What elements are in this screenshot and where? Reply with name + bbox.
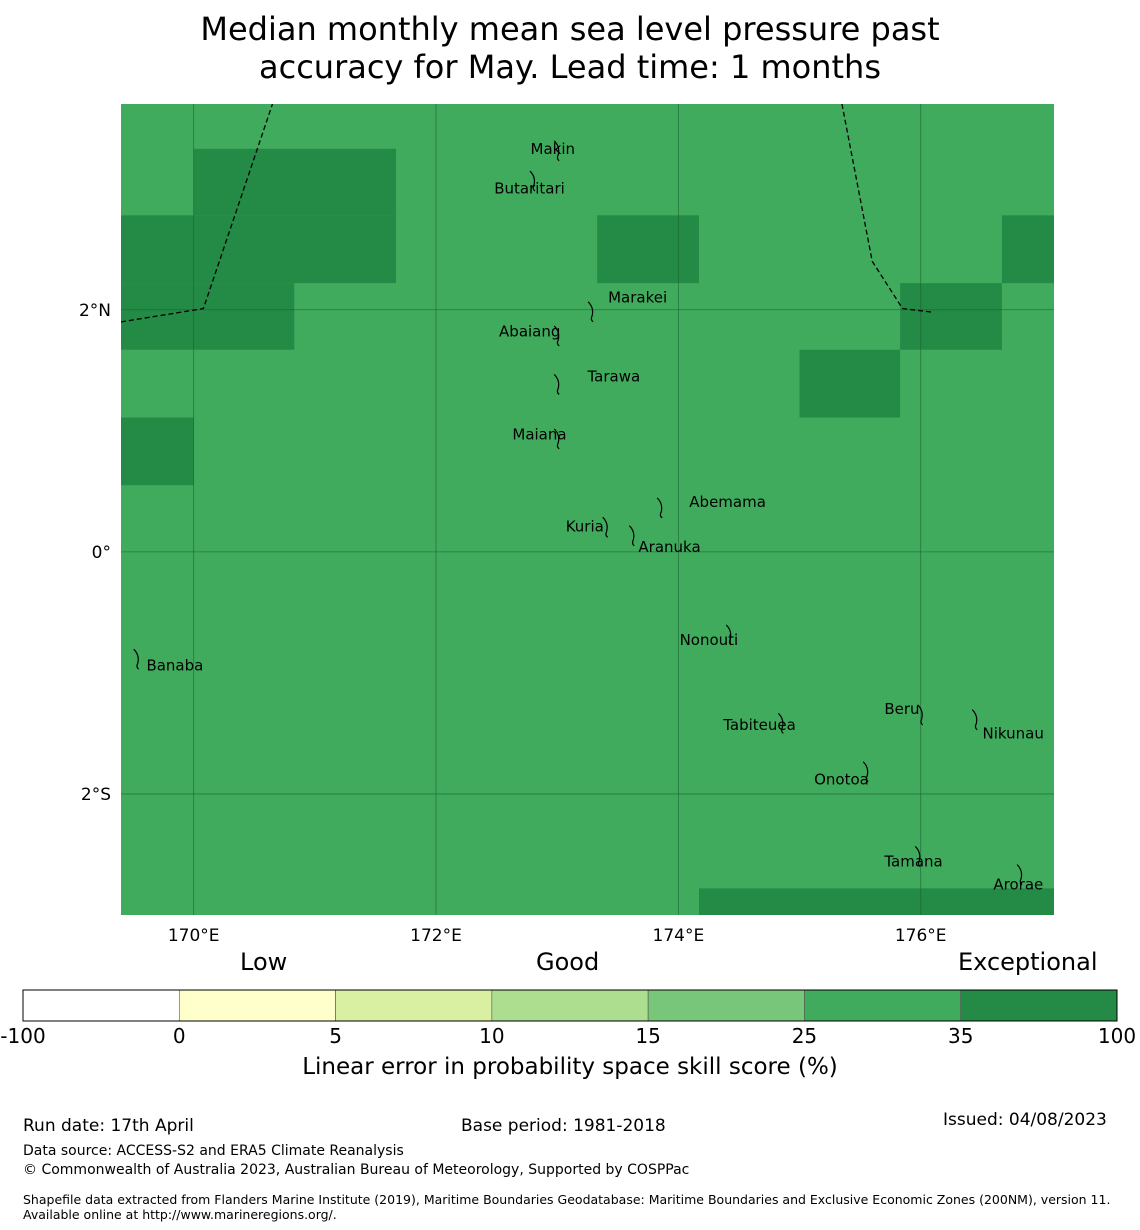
colorbar-segment: [22, 989, 180, 1022]
colorbar-tick-label: 5: [329, 1024, 342, 1048]
colorbar-tick-label: 10: [479, 1024, 505, 1048]
island-outline: [529, 170, 536, 192]
legend-exceptional-label: Exceptional: [958, 948, 1098, 976]
run-date: Run date: 17th April: [23, 1116, 194, 1136]
exceptional-skill-cell: [698, 888, 1054, 915]
colorbar-tick-label: 0: [172, 1024, 186, 1048]
island-label: Abemama: [689, 493, 766, 511]
colorbar-frame: [22, 989, 1118, 1022]
legend-low-label: Low: [240, 948, 288, 976]
base-period: Base period: 1981-2018: [461, 1116, 666, 1136]
title-line-2: accuracy for May. Lead time: 1 months: [258, 48, 881, 86]
island-label: Aranuka: [638, 538, 700, 556]
island-outline: [553, 428, 560, 450]
map-title: Median monthly mean sea level pressure p…: [0, 10, 1140, 86]
island-outline: [553, 140, 560, 162]
legend-good-label: Good: [536, 948, 600, 976]
exceptional-skill-cell: [121, 215, 397, 284]
colorbar-segment: [178, 989, 336, 1022]
exceptional-skill-cell: [597, 215, 699, 284]
colorbar-tick-label: 100: [1097, 1024, 1137, 1048]
island-outline: [553, 325, 560, 347]
exceptional-skill-cell: [193, 148, 397, 216]
exceptional-skill-cell: [1001, 215, 1054, 284]
island-label: Makin: [531, 140, 576, 158]
island-outline: [917, 704, 924, 726]
island-outline: [587, 301, 594, 323]
island-label: Banaba: [146, 657, 203, 675]
island-outline: [1016, 864, 1023, 886]
island-outline: [553, 373, 560, 395]
island-label: Butaritari: [494, 180, 565, 198]
colorbar-segment: [647, 989, 805, 1022]
issued-date: Issued: 04/08/2023: [943, 1110, 1107, 1130]
colorbar-tick-label: 15: [635, 1024, 661, 1048]
colorbar-tick-label: -100: [0, 1024, 46, 1048]
colorbar-segment: [335, 989, 493, 1022]
colorbar-segment: [960, 989, 1118, 1022]
maritime-boundary: [841, 103, 933, 313]
colorbar-segment: [491, 989, 649, 1022]
island-label: Nonouti: [680, 631, 739, 649]
island-outline: [971, 709, 978, 731]
island-outline: [862, 761, 869, 783]
latitude-tick-label: 2°S: [81, 785, 111, 805]
longitude-tick-label: 172°E: [410, 926, 462, 946]
island-outline: [777, 712, 784, 734]
colorbar-label: Linear error in probability space skill …: [302, 1054, 838, 1080]
data-source: Data source: ACCESS-S2 and ERA5 Climate …: [23, 1143, 404, 1159]
exceptional-skill-cell: [121, 417, 194, 486]
island-label: Tarawa: [587, 367, 641, 385]
maritime-boundary: [120, 103, 274, 323]
colorbar-tick-label: 35: [947, 1024, 974, 1048]
island-outline: [133, 648, 140, 670]
title-line-1: Median monthly mean sea level pressure p…: [200, 10, 940, 48]
island-outline: [602, 516, 609, 538]
longitude-tick-label: 174°E: [653, 926, 705, 946]
island-outline: [914, 846, 921, 867]
island-outline: [656, 497, 663, 519]
shapefile-credit: Shapefile data extracted from Flanders M…: [23, 1192, 1111, 1222]
island-label: Beru: [884, 700, 919, 718]
island-label: Arorae: [993, 876, 1043, 894]
longitude-tick-label: 176°E: [895, 926, 947, 946]
island-label: Onotoa: [814, 770, 869, 788]
island-outline: [725, 624, 732, 646]
island-label: Maiana: [512, 425, 566, 443]
longitude-tick-label: 170°E: [168, 926, 220, 946]
island-label: Tabiteuea: [722, 716, 796, 734]
colorbar-tick-label: 25: [791, 1024, 818, 1048]
copyright: © Commonwealth of Australia 2023, Austra…: [23, 1162, 690, 1178]
island-label: Nikunau: [983, 724, 1044, 742]
exceptional-skill-cell: [900, 283, 1002, 350]
exceptional-skill-cell: [799, 349, 901, 418]
island-label: Marakei: [608, 289, 667, 307]
island-outline: [628, 525, 635, 547]
latitude-tick-label: 0°: [92, 543, 111, 563]
island-label: Kuria: [566, 517, 604, 535]
island-label: Tamana: [883, 853, 942, 871]
latitude-tick-label: 2°N: [79, 301, 111, 321]
colorbar-segment: [804, 989, 962, 1022]
island-label: Abaiang: [499, 323, 560, 341]
